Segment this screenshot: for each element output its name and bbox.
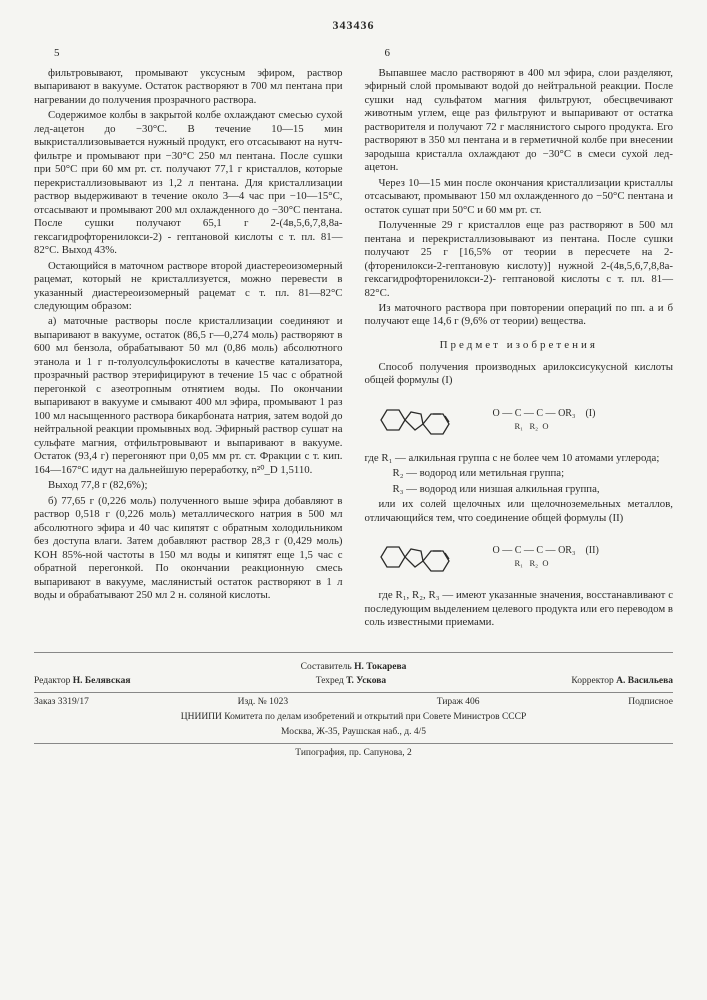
- typography-line: Типография, пр. Сапунова, 2: [34, 748, 673, 760]
- body-paragraph: Полученные 29 г кристаллов еще раз раств…: [365, 219, 674, 300]
- formula-fragment: O — C — C —: [493, 545, 559, 556]
- editor-label: Редактор: [34, 676, 70, 686]
- editor: Редактор Н. Белявская: [34, 676, 131, 688]
- formula-r2: R₂: [530, 421, 539, 431]
- body-paragraph: Выход 77,8 г (82,6%);: [34, 479, 343, 492]
- formula-or3: OR₃: [558, 408, 575, 419]
- structure-diagram-icon: [375, 396, 485, 444]
- subscription: Подписное: [628, 697, 673, 709]
- chemical-formula-1: O — C — C — OR₃ (I) R₁ R₂ O: [375, 396, 674, 444]
- document-number: 343436: [34, 18, 673, 33]
- circulation: Тираж 406: [437, 697, 480, 709]
- divider: [34, 743, 673, 744]
- where-line: R₃ — водород или низшая алкильная группа…: [365, 483, 674, 496]
- edition-number: Изд. № 1023: [238, 697, 288, 709]
- compiler-label: Составитель: [301, 662, 352, 672]
- where-line: где R₁ — алкильная группа с не более чем…: [365, 452, 674, 465]
- page-number-left: 5: [34, 47, 343, 61]
- formula-text: O — C — C — OR₃ (II) R₁ R₂ O: [493, 544, 674, 570]
- credits-row: Редактор Н. Белявская Техред Т. Ускова К…: [34, 676, 673, 688]
- corrector: Корректор А. Васильева: [571, 676, 673, 688]
- compiler-name: Н. Токарева: [354, 662, 406, 672]
- structure-diagram-icon: [375, 533, 485, 581]
- patent-page: 343436 5 фильтровывают, промывают уксусн…: [0, 0, 707, 1000]
- formula-text: O — C — C — OR₃ (I) R₁ R₂ O: [493, 407, 674, 433]
- body-paragraph: Способ получения производных арилоксисук…: [365, 361, 674, 388]
- where-line: R₂ — водород или метильная группа;: [365, 467, 674, 480]
- two-column-layout: 5 фильтровывают, промывают уксусным эфир…: [34, 47, 673, 632]
- formula-sub: R₁ R₂ O: [493, 558, 549, 568]
- tech-name: Т. Ускова: [346, 676, 386, 686]
- formula-r2: R₂: [530, 558, 539, 568]
- formula-or3: OR₃: [558, 545, 575, 556]
- body-paragraph: или их солей щелочных или щелочноземельн…: [365, 498, 674, 525]
- claims-heading: Предмет изобретения: [365, 339, 674, 353]
- divider: [34, 692, 673, 693]
- corrector-name: А. Васильева: [616, 676, 673, 686]
- formula-r1: R₁: [515, 558, 524, 568]
- formula-fragment: O — C — C —: [493, 408, 559, 419]
- body-paragraph: а) маточные растворы после кристаллизаци…: [34, 315, 343, 477]
- editor-name: Н. Белявская: [73, 676, 131, 686]
- formula-sub: R₁ R₂ O: [493, 421, 549, 431]
- org-line: ЦНИИПИ Комитета по делам изобретений и о…: [34, 712, 673, 724]
- body-paragraph: Содержимое колбы в закрытой колбе охлажд…: [34, 109, 343, 257]
- compiler-line: Составитель Н. Токарева: [34, 662, 673, 674]
- body-paragraph: Из маточного раствора при повторении опе…: [365, 302, 674, 329]
- formula-r1: R₁: [515, 421, 524, 431]
- corrector-label: Корректор: [571, 676, 613, 686]
- chemical-formula-2: O — C — C — OR₃ (II) R₁ R₂ O: [375, 533, 674, 581]
- body-paragraph: Выпавшее масло растворяют в 400 мл эфира…: [365, 67, 674, 175]
- order-number: Заказ 3319/17: [34, 697, 89, 709]
- right-column: 6 Выпавшее масло растворяют в 400 мл эфи…: [365, 47, 674, 632]
- tech-label: Техред: [316, 676, 344, 686]
- page-number-right: 6: [365, 47, 674, 61]
- formula-label: (II): [585, 545, 598, 556]
- body-paragraph: где R₁, R₂, R₃ — имеют указанные значени…: [365, 589, 674, 629]
- address-line: Москва, Ж-35, Раушская наб., д. 4/5: [34, 727, 673, 739]
- print-info-row: Заказ 3319/17 Изд. № 1023 Тираж 406 Подп…: [34, 697, 673, 709]
- body-paragraph: Через 10—15 мин после окончания кристалл…: [365, 177, 674, 217]
- techred: Техред Т. Ускова: [316, 676, 386, 688]
- formula-label: (I): [585, 408, 595, 419]
- body-paragraph: Остающийся в маточном растворе второй ди…: [34, 260, 343, 314]
- colophon-footer: Составитель Н. Токарева Редактор Н. Беля…: [34, 652, 673, 760]
- body-paragraph: б) 77,65 г (0,226 моль) полученного выше…: [34, 495, 343, 603]
- body-paragraph: фильтровывают, промывают уксусным эфиром…: [34, 67, 343, 107]
- left-column: 5 фильтровывают, промывают уксусным эфир…: [34, 47, 343, 632]
